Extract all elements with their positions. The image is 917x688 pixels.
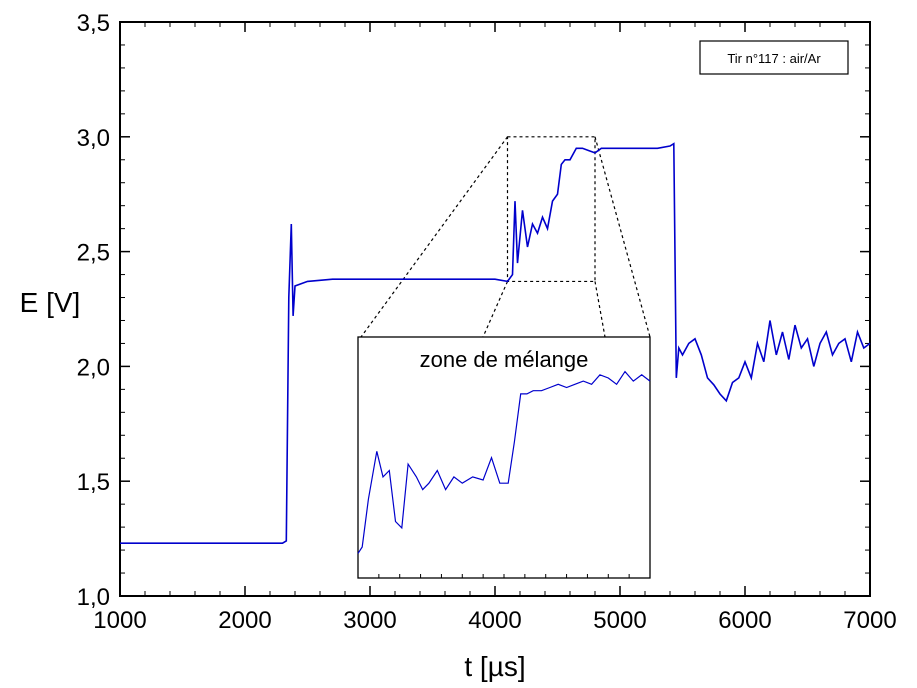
y-axis-title: E [V]: [20, 287, 81, 318]
zoom-connector-line: [594, 136, 651, 338]
y-tick-label: 3,5: [77, 10, 110, 37]
x-tick-label: 6000: [718, 607, 771, 634]
x-axis-title: t [µs]: [464, 651, 525, 682]
x-tick-label: 3000: [343, 607, 396, 634]
zoom-connector-line: [594, 281, 606, 338]
series-line: [120, 142, 871, 544]
y-tick-label: 2,5: [77, 240, 110, 267]
x-tick-label: 5000: [593, 607, 646, 634]
y-tick-label: 1,5: [77, 469, 110, 496]
main-series: [120, 142, 871, 544]
y-tick-label: 3,0: [77, 125, 110, 152]
inset-frame: [357, 336, 651, 579]
tick-labels: 1000 2000 3000 4000 5000 6000 7000 1,0 1,5 2,0 2,5…: [77, 10, 897, 634]
x-tick-label: 1000: [93, 607, 146, 634]
zoom-connector-line: [482, 281, 509, 338]
x-tick-label: 2000: [218, 607, 271, 634]
zoom-connector-lines: [360, 136, 651, 338]
x-tick-label: 4000: [468, 607, 521, 634]
axis-ticks: [119, 21, 871, 597]
inset-title: zone de mélange: [420, 347, 589, 372]
legend-text: Tir n°117 : air/Ar: [727, 51, 821, 66]
zoom-region-box: [506, 136, 596, 283]
legend-box: Tir n°117 : air/Ar: [699, 40, 849, 75]
inset-series-line: [357, 370, 651, 554]
y-tick-label: 2,0: [77, 354, 110, 381]
y-tick-label: 1,0: [77, 584, 110, 611]
inset-panel: zone de mélange: [357, 336, 651, 579]
zoom-connector-line: [360, 136, 508, 338]
x-tick-label: 7000: [843, 607, 896, 634]
